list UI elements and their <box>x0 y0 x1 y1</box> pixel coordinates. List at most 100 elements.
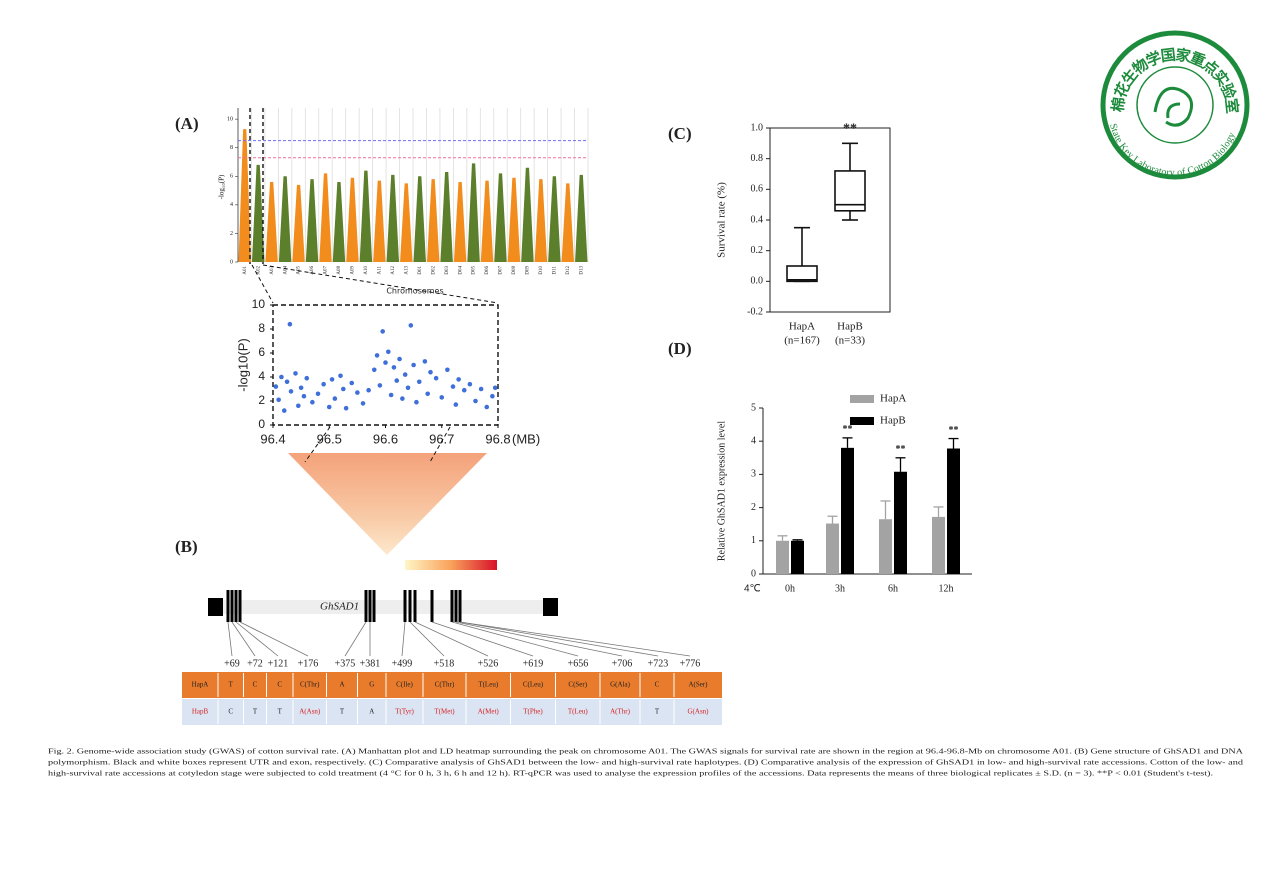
bar <box>776 540 789 574</box>
table-cell: G(Asn) <box>688 708 710 716</box>
x-tick-label: D06 <box>485 266 490 275</box>
snp-point <box>473 398 478 404</box>
snp-point <box>298 385 304 391</box>
y-tick-label: 0.8 <box>751 153 764 164</box>
x-tick-label: D12 <box>566 266 571 275</box>
x-tick-label: D10 <box>539 266 544 275</box>
legend-swatch <box>850 395 874 403</box>
bar <box>791 540 804 574</box>
snp-point <box>492 385 498 391</box>
table-cell: G(Ala) <box>610 681 630 689</box>
exon <box>226 590 230 622</box>
snp-point <box>287 321 293 327</box>
x-tick-label: D05 <box>472 266 477 275</box>
x-tick-label: D08 <box>512 266 517 275</box>
snp-point <box>422 359 428 364</box>
gene-body <box>222 600 544 614</box>
y-tick-label: 0.4 <box>751 214 764 225</box>
x-tick-label: 96.6 <box>373 431 398 446</box>
x-tick-label: HapB <box>837 321 863 333</box>
table-cell: T <box>253 708 258 716</box>
x-tick-label: A08 <box>337 266 342 275</box>
table-cell: T(Phe) <box>523 708 543 716</box>
chromosome-signal <box>278 176 292 262</box>
x-tick-label: A09 <box>351 266 356 275</box>
y-tick-label: 0 <box>230 259 233 265</box>
snp-position: +375 <box>335 658 356 669</box>
exon <box>450 590 454 622</box>
x-axis-label: Chromosomes <box>386 287 443 296</box>
x-tick-label: A12 <box>391 266 396 275</box>
y-tick-label: 1 <box>751 535 756 546</box>
chromosome-signal <box>265 182 278 262</box>
snp-link <box>459 621 659 657</box>
x-tick-label: 96.7 <box>429 431 454 446</box>
x-tick-label: 3h <box>835 583 845 594</box>
region-frame <box>272 304 499 426</box>
snp-point <box>281 408 287 413</box>
y-tick-label: 3 <box>751 469 756 480</box>
panel-label: (D) <box>668 339 692 358</box>
chromosome-signal <box>305 179 319 262</box>
chromosome-signal <box>251 164 265 262</box>
table-cell: T(Met) <box>434 708 455 716</box>
snp-point <box>414 399 419 405</box>
y-axis-label: -log₁₀(P) <box>218 174 226 199</box>
snp-position: +518 <box>434 658 455 669</box>
snp-point <box>411 362 416 368</box>
snp-point <box>329 377 335 382</box>
snp-point <box>301 393 307 399</box>
chromosome-signal <box>440 172 453 262</box>
snp-point <box>467 381 473 387</box>
zoom-guide <box>251 264 274 304</box>
bar <box>841 447 854 574</box>
table-cell: T <box>278 708 283 716</box>
exon <box>234 590 238 622</box>
table-cell: G <box>369 681 374 689</box>
snp-link <box>239 621 309 657</box>
table-cell: T <box>229 681 234 689</box>
plot-frame <box>769 127 891 313</box>
snp-point <box>296 403 301 409</box>
snp-point <box>341 386 346 392</box>
snp-link <box>235 621 279 657</box>
snp-link <box>459 621 691 657</box>
x-tick-label: 0h <box>785 583 795 594</box>
exon <box>413 590 417 622</box>
snp-point <box>371 367 377 373</box>
y-tick-label: 6 <box>258 345 265 359</box>
snp-position: +69 <box>224 658 240 669</box>
table-cell: A(Met) <box>478 708 500 716</box>
chromosome-signal <box>480 180 494 262</box>
x-tick-label: A13 <box>404 266 409 275</box>
table-cell: T(Leu) <box>478 681 498 689</box>
snp-point <box>461 387 467 393</box>
utr <box>543 598 558 616</box>
snp-point <box>355 390 360 395</box>
snp-position: +121 <box>268 658 289 669</box>
y-tick-label: 4 <box>230 202 233 208</box>
table-cell: C <box>228 708 233 716</box>
exon <box>364 590 368 622</box>
snp-point <box>288 389 294 394</box>
caption-line: polymorphism. Black and white boxes repr… <box>48 758 1243 767</box>
exon <box>372 590 376 622</box>
x-tick-label: D09 <box>526 266 531 275</box>
zoom-guide <box>262 264 499 304</box>
chromosome-signal <box>319 173 332 262</box>
snp-position: +776 <box>680 658 701 669</box>
count-label: (n=33) <box>835 335 865 347</box>
y-tick-label: 0.0 <box>751 276 764 287</box>
snp-point <box>408 323 414 328</box>
chromosome-signal <box>332 182 346 262</box>
chromosome-signal <box>494 173 507 262</box>
chromosome-signal <box>507 177 521 262</box>
x-tick-label: A07 <box>324 266 329 275</box>
table-row <box>182 672 722 698</box>
snp-point <box>377 383 383 388</box>
exon <box>458 590 462 622</box>
chromosome-signal <box>292 184 305 262</box>
snp-position: +499 <box>392 658 413 669</box>
y-axis-label: Relative GhSAD1 expression level <box>716 421 727 561</box>
